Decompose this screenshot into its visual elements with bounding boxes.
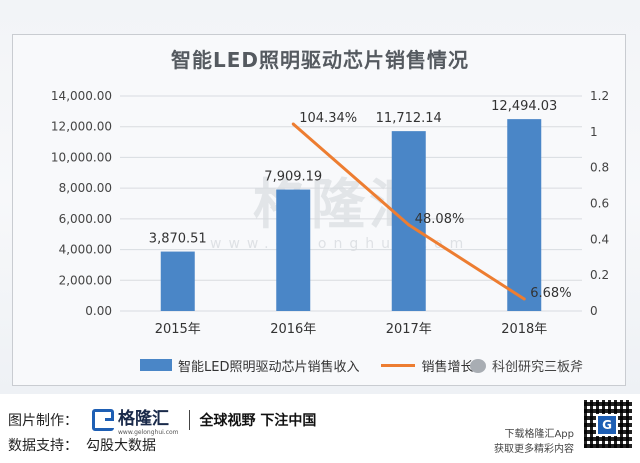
bar-data-label: 11,712.14	[376, 111, 442, 126]
y-right-tick-label: 0.8	[590, 161, 609, 175]
bar-data-label: 3,870.51	[149, 232, 207, 247]
qr-logo-icon: G	[596, 414, 618, 436]
wechat-icon	[470, 358, 486, 373]
x-tick-label: 2015年	[155, 322, 201, 337]
legend-bar-swatch	[140, 359, 172, 371]
footer-divider	[188, 410, 190, 430]
x-tick-label: 2018年	[501, 322, 547, 337]
y-left-tick-label: 12,000.00	[51, 120, 112, 134]
growth-data-label: 48.08%	[415, 212, 465, 227]
chart-plot: 0.00 2,000.00 4,000.00 6,000.00 8,000.00 10,0…	[51, 89, 609, 337]
footer: 图片制作： 格隆汇 www.gelonghui.com 全球视野 下注中国 数据…	[0, 394, 640, 463]
y-right-tick-label: 1	[590, 125, 598, 139]
y-left-tick-label: 4,000.00	[59, 243, 112, 257]
bar	[160, 251, 195, 311]
bar	[391, 131, 426, 311]
bar	[507, 119, 542, 311]
download-app-text: 下载格隆汇App 获取更多精彩内容	[494, 427, 574, 457]
growth-data-label: 104.34%	[299, 111, 357, 126]
y-left-tick-label: 10,000.00	[51, 150, 112, 164]
footer-made-by: 图片制作： 格隆汇 www.gelonghui.com 全球视野 下注中国	[8, 404, 316, 436]
footer-slogan: 全球视野 下注中国	[199, 413, 317, 429]
growth-point	[522, 297, 526, 301]
gelonghui-logo: 格隆汇 www.gelonghui.com	[92, 404, 179, 436]
logo-g-icon	[92, 409, 114, 431]
bar-data-label: 7,909.19	[264, 170, 322, 185]
y-right-tick-label: 0.2	[590, 268, 609, 282]
legend-line-swatch	[381, 363, 416, 367]
chart-title: 智能LED照明驱动芯片销售情况	[170, 48, 469, 72]
download-line-2: 获取更多精彩内容	[494, 444, 574, 455]
y-left-tick-label: 8,000.00	[59, 181, 112, 195]
wechat-account-name: 科创研究三板斧	[492, 360, 584, 375]
data-support-label: 数据支持：	[8, 438, 78, 454]
legend-line-label: 销售增长	[421, 359, 474, 375]
y-right-tick-label: 0.4	[590, 232, 609, 246]
wechat-tag: 科创研究三板斧	[470, 356, 583, 375]
logo-url: www.gelonghui.com	[118, 429, 179, 436]
y-left-tick-label: 14,000.00	[51, 89, 112, 103]
download-line-1: 下载格隆汇App	[504, 429, 574, 440]
footer-data-support: 数据支持： 勾股大数据	[8, 435, 156, 455]
y-right-tick-label: 1.2	[590, 89, 609, 103]
growth-point	[407, 223, 411, 227]
x-tick-label: 2016年	[270, 322, 316, 337]
y-left-tick-label: 6,000.00	[59, 212, 112, 226]
bar	[276, 189, 311, 311]
y-left-tick-label: 2,000.00	[59, 273, 112, 287]
made-by-label: 图片制作：	[8, 413, 78, 429]
y-right-tick-label: 0	[590, 304, 598, 318]
logo-text: 格隆汇	[118, 409, 169, 429]
data-support-value: 勾股大数据	[86, 438, 156, 454]
x-tick-label: 2017年	[386, 322, 432, 337]
growth-data-label: 6.68%	[530, 286, 571, 301]
y-right-tick-label: 0.6	[590, 197, 609, 211]
bar-data-label: 12,494.03	[491, 99, 557, 114]
chart-legend: 智能LED照明驱动芯片销售收入 销售增长	[140, 357, 474, 375]
legend-bar-label: 智能LED照明驱动芯片销售收入	[178, 359, 360, 375]
growth-point	[291, 122, 295, 126]
y-left-tick-label: 0.00	[85, 304, 112, 318]
